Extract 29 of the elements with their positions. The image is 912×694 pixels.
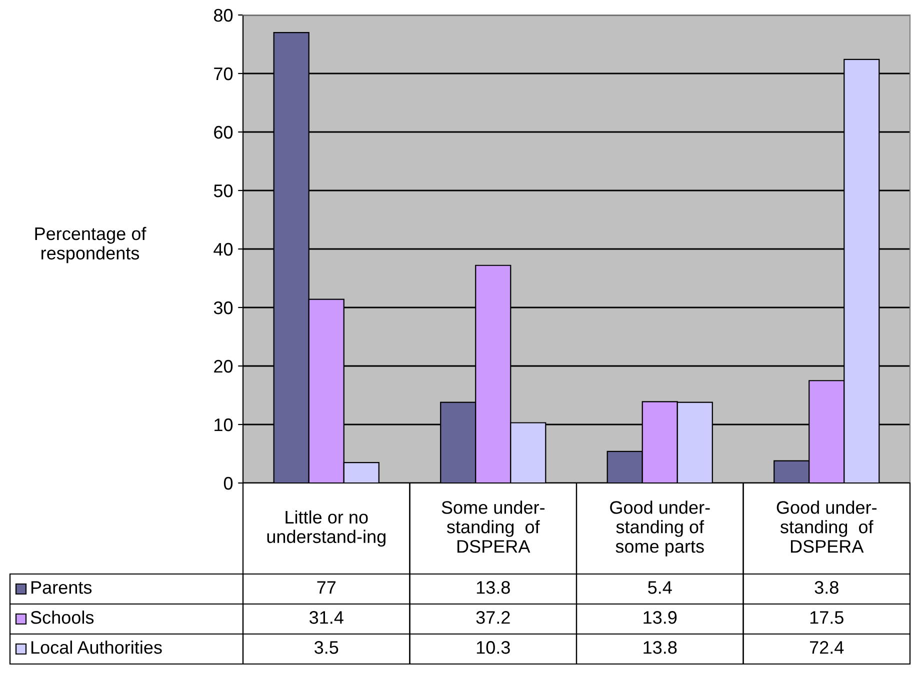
data-label: 13.8 <box>476 581 510 594</box>
x-tick-label: Good under- standing of some parts <box>610 500 710 556</box>
y-tick-label: 10 <box>214 418 233 432</box>
y-tick-label: 60 <box>214 126 233 139</box>
y-tick-label: 20 <box>214 360 233 373</box>
legend-label: Parents <box>31 581 92 594</box>
data-label: 13.9 <box>644 611 677 624</box>
legend-label: Schools <box>30 610 94 624</box>
data-label: 17.5 <box>810 611 844 624</box>
x-tick-label: Good under- standing of DSPERA <box>776 500 877 553</box>
data-label: 10.3 <box>476 641 510 654</box>
y-tick-label: 70 <box>214 67 233 80</box>
data-label: 31.4 <box>309 611 344 624</box>
y-tick-label: 0 <box>224 476 233 490</box>
data-label: 5.4 <box>648 581 672 594</box>
data-label: 3.5 <box>314 641 338 654</box>
y-tick-label: 40 <box>214 242 233 256</box>
data-label: 13.8 <box>644 641 677 654</box>
data-label: 37.2 <box>476 611 510 624</box>
y-tick-label: 50 <box>214 184 233 198</box>
data-label: 72.4 <box>810 641 844 654</box>
y-tick-label: 30 <box>214 301 233 314</box>
x-tick-label: Some under- standing of DSPERA <box>442 500 545 553</box>
data-label: 3.8 <box>814 581 838 594</box>
x-tick-label: Little or no understand-ing <box>267 510 386 547</box>
y-tick-label: 80 <box>214 8 233 22</box>
y-axis-title: Percentage of respondents <box>35 226 146 264</box>
data-label: 77 <box>317 581 336 594</box>
legend-label: Local Authorities <box>31 640 162 654</box>
